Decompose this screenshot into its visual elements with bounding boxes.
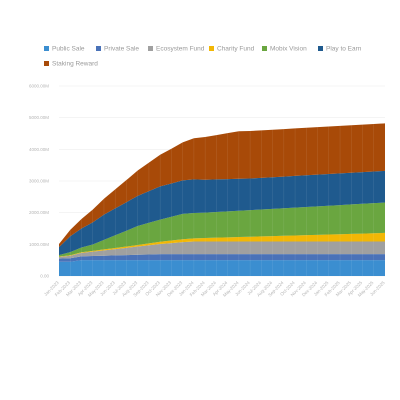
legend-label: Mobix Vision xyxy=(270,46,307,53)
legend-label: Charity Fund xyxy=(217,46,255,53)
point-separators xyxy=(70,124,374,276)
legend-swatch xyxy=(318,46,323,51)
area-public-sale xyxy=(59,260,385,276)
legend-item-charity-fund[interactable]: Charity Fund xyxy=(209,46,255,53)
legend-item-ecosystem-fund[interactable]: Ecosystem Fund xyxy=(148,46,205,53)
legend-label: Ecosystem Fund xyxy=(156,46,205,53)
legend-swatch xyxy=(148,46,153,51)
legend-swatch xyxy=(262,46,267,51)
area-staking-reward xyxy=(59,123,385,248)
y-tick-label: 1000.00M xyxy=(29,242,49,247)
legend-swatch xyxy=(96,46,101,51)
legend-swatch xyxy=(44,61,49,66)
legend-swatch xyxy=(44,46,49,51)
y-tick-label: 6000.00M xyxy=(29,84,49,89)
area-series-group xyxy=(59,123,385,276)
x-axis-ticks: Jan-2023Feb-2023Mar-2023Apr-2023May-2023… xyxy=(43,280,386,298)
area-play-to-earn xyxy=(59,170,385,256)
area-mobix-vision xyxy=(59,202,385,257)
legend-label: Public Sale xyxy=(52,46,85,53)
y-axis-ticks: 0.00 1000.00M 2000.00M 3000.00M 4000.00M 5000… xyxy=(29,84,50,279)
y-tick-label: 0.00 xyxy=(40,274,49,279)
legend-label: Play to Earn xyxy=(326,46,362,53)
y-tick-label: 5000.00M xyxy=(29,115,49,120)
y-tick-label: 4000.00M xyxy=(29,147,49,152)
area-private-sale xyxy=(59,254,385,262)
legend-item-public-sale[interactable]: Public Sale xyxy=(44,46,85,53)
legend: Public Sale Private Sale Ecosystem Fund Cha… xyxy=(44,46,362,68)
legend-item-play-to-earn[interactable]: Play to Earn xyxy=(318,46,362,53)
legend-label: Staking Reward xyxy=(52,61,98,68)
legend-item-private-sale[interactable]: Private Sale xyxy=(96,46,139,53)
legend-swatch xyxy=(209,46,214,51)
area-ecosystem-fund xyxy=(59,241,385,259)
legend-item-mobix-vision[interactable]: Mobix Vision xyxy=(262,46,307,53)
y-tick-label: 3000.00M xyxy=(29,179,49,184)
legend-label: Private Sale xyxy=(104,46,139,53)
y-tick-label: 2000.00M xyxy=(29,210,49,215)
legend-item-staking-reward[interactable]: Staking Reward xyxy=(44,61,98,68)
area-charity-fund xyxy=(59,232,385,257)
